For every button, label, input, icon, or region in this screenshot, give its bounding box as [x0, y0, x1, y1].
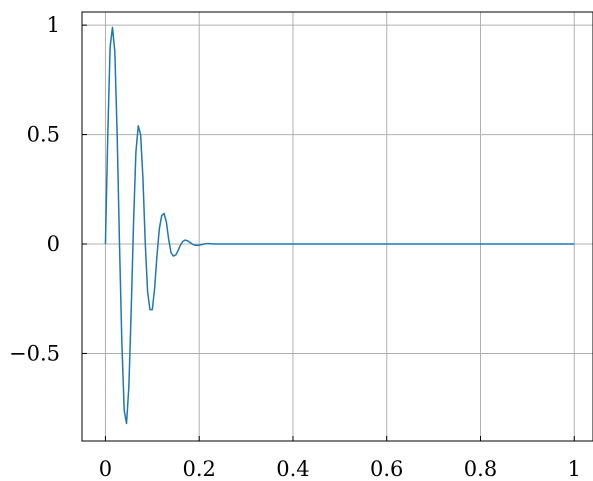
y-tick-label: 0: [47, 232, 60, 256]
y-tick-label: 1: [47, 13, 60, 37]
x-tick-label: 1: [568, 457, 581, 481]
series-line: [104, 26, 575, 425]
x-axis-ticks: 0 0.2 0.4 0.6 0.8 1: [99, 436, 581, 481]
x-tick-label: 0.4: [276, 457, 309, 481]
x-tick-label: 0.2: [182, 457, 215, 481]
y-tick-label: 0.5: [27, 123, 60, 147]
series-layer: [104, 26, 575, 425]
x-tick-label: 0.8: [464, 457, 497, 481]
y-tick-label: −0.5: [9, 341, 60, 365]
plot-frame: [81, 11, 593, 442]
y-axis-ticks: −0.5 0 0.5 1: [9, 13, 87, 365]
x-tick-label: 0.6: [370, 457, 403, 481]
x-tick-label: 0: [99, 457, 112, 481]
grid: [82, 12, 593, 441]
